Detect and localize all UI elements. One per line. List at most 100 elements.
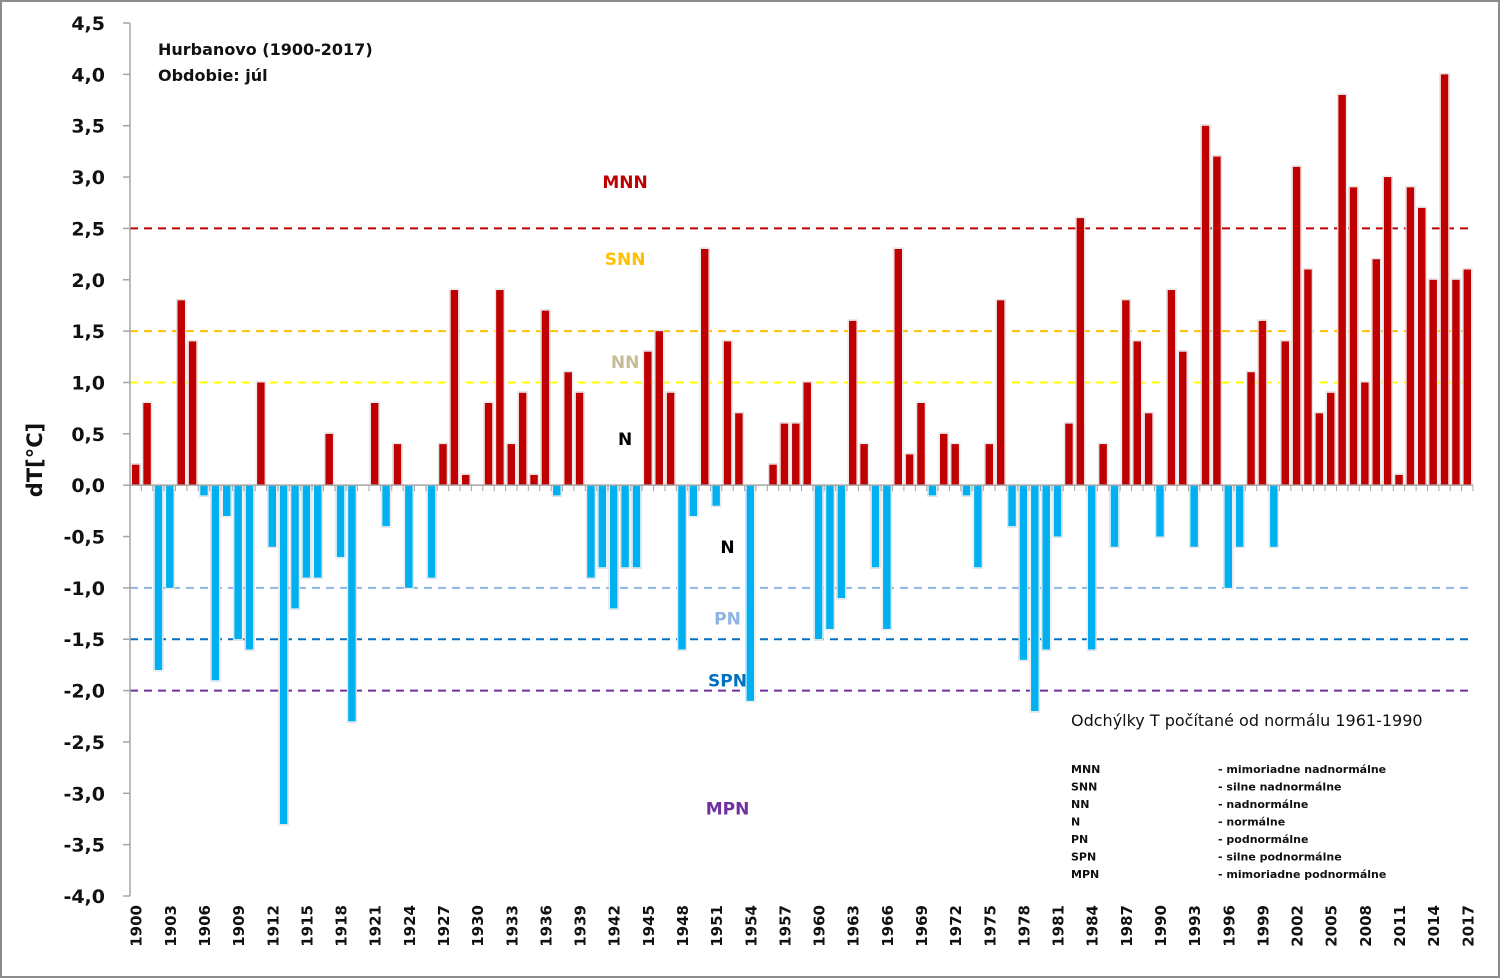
bar — [1326, 392, 1335, 486]
legend-description: - normálne — [1218, 816, 1285, 829]
bar — [1031, 485, 1039, 712]
zone-label-spn: SPN — [708, 671, 747, 691]
x-tick-label: 1987 — [1118, 905, 1136, 947]
bar — [222, 485, 231, 516]
x-tick-label: 1900 — [128, 905, 146, 947]
bar — [951, 444, 959, 486]
y-tick-label: 2,5 — [71, 218, 105, 240]
y-tick-label: -4,0 — [63, 886, 105, 908]
legend-description: - silne nadnormálne — [1218, 781, 1342, 794]
bar — [1406, 187, 1415, 486]
zone-label-mpn: MPN — [706, 800, 750, 820]
x-tick-label: 1906 — [196, 905, 214, 947]
bar — [439, 444, 447, 486]
x-tick-label: 1999 — [1254, 905, 1272, 947]
bar — [712, 485, 720, 506]
bar — [940, 433, 948, 486]
y-tick-label: -0,5 — [63, 527, 105, 549]
x-tick-label: 1924 — [401, 905, 419, 947]
bar — [1179, 351, 1187, 486]
zone-label-pn: PN — [714, 610, 741, 630]
x-tick-label: 1975 — [981, 905, 999, 947]
bar — [689, 485, 698, 516]
y-tick-label: 4,0 — [71, 64, 105, 86]
bar — [1247, 372, 1255, 486]
x-tick-label: 1918 — [333, 905, 351, 947]
x-tick-label: 1939 — [572, 905, 590, 947]
bar — [279, 485, 288, 825]
zone-label-mnn: MNN — [602, 173, 647, 193]
x-tick-label: 2002 — [1289, 905, 1307, 947]
bar — [461, 474, 470, 486]
bar — [143, 403, 151, 486]
bar — [1304, 269, 1312, 486]
bar — [188, 341, 197, 486]
legend-description: - nadnormálne — [1218, 798, 1308, 811]
x-tick-label: 1957 — [776, 905, 794, 947]
bar — [268, 485, 277, 547]
bar — [814, 485, 823, 640]
bar — [291, 485, 299, 609]
bar — [883, 485, 891, 629]
bar — [598, 485, 607, 568]
x-tick-label: 2011 — [1391, 905, 1409, 947]
legend-code: MNN — [1071, 763, 1100, 776]
bar — [1076, 218, 1085, 486]
bar — [962, 485, 971, 496]
zone-label-nn: NN — [611, 353, 639, 373]
bar — [928, 485, 937, 496]
y-tick-label: 0,0 — [71, 475, 105, 497]
x-tick-label: 1903 — [162, 905, 180, 947]
bar — [1235, 485, 1244, 547]
bar — [211, 485, 220, 681]
bar — [484, 403, 493, 486]
bar — [826, 485, 834, 629]
zone-label-snn: SNN — [605, 250, 646, 270]
x-tick-label: 1969 — [913, 905, 931, 947]
bar — [382, 485, 390, 527]
bar — [1281, 341, 1289, 486]
bar — [1201, 125, 1210, 486]
bar — [1133, 341, 1142, 486]
bar — [917, 403, 925, 486]
x-tick-label: 1990 — [1152, 905, 1170, 947]
legend-description: - podnormálne — [1218, 833, 1308, 846]
x-tick-label: 1966 — [879, 905, 897, 947]
bar — [894, 248, 902, 486]
bar — [131, 464, 140, 486]
x-tick-label: 1945 — [640, 905, 658, 947]
x-tick-label: 1951 — [708, 905, 726, 947]
legend-description: - silne podnormálne — [1218, 851, 1342, 864]
x-tick-label: 1972 — [947, 905, 965, 947]
bar — [769, 464, 777, 486]
x-tick-label: 1984 — [1084, 905, 1102, 947]
bar — [541, 310, 550, 486]
y-tick-label: -1,0 — [63, 578, 105, 600]
x-tick-label: 1942 — [606, 905, 624, 947]
y-tick-label: 1,0 — [71, 372, 105, 394]
bar — [1349, 187, 1358, 486]
chart-title: Hurbanovo (1900-2017) — [158, 40, 373, 59]
bar — [621, 485, 629, 568]
bar — [314, 485, 322, 578]
y-tick-label: 3,0 — [71, 167, 105, 189]
legend-code: SNN — [1071, 781, 1097, 794]
bar — [1292, 166, 1301, 486]
bar — [1213, 156, 1221, 486]
bar — [905, 454, 914, 486]
y-tick-label: -3,0 — [63, 783, 105, 805]
legend-code: SPN — [1071, 851, 1096, 864]
bar — [837, 485, 846, 599]
bar — [1418, 207, 1426, 486]
bar — [257, 382, 265, 486]
bar — [666, 392, 675, 486]
bar — [1258, 320, 1267, 486]
x-tick-label: 1915 — [298, 905, 316, 947]
y-tick-label: 1,5 — [71, 321, 105, 343]
legend-code: PN — [1071, 833, 1088, 846]
y-tick-label: 4,5 — [71, 13, 105, 35]
bar — [1156, 485, 1164, 537]
y-axis-label: dT[°C] — [23, 423, 47, 497]
bar — [1110, 485, 1119, 547]
